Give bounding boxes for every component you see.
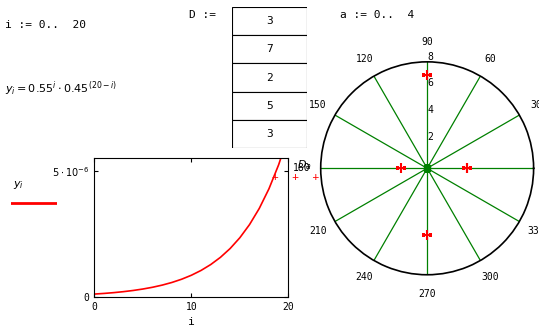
Bar <box>232 63 307 92</box>
Text: 2: 2 <box>266 73 273 82</box>
Bar <box>232 120 307 148</box>
Text: 7: 7 <box>266 44 273 54</box>
Text: i := 0..  20: i := 0.. 20 <box>5 20 86 30</box>
Text: 5: 5 <box>266 101 273 111</box>
X-axis label: i: i <box>188 317 195 327</box>
Bar <box>232 7 307 35</box>
Text: a := 0..  4: a := 0.. 4 <box>340 10 414 20</box>
Text: $y_i = 0.55^i \cdot 0.45^{(20-i)}$: $y_i = 0.55^i \cdot 0.45^{(20-i)}$ <box>5 79 118 98</box>
Text: D :=: D := <box>189 10 216 20</box>
Text: 3: 3 <box>266 129 273 139</box>
Bar <box>232 35 307 63</box>
Text: $y_i$: $y_i$ <box>13 179 24 191</box>
Text: +  +  +: + + + <box>272 172 319 182</box>
Bar <box>232 92 307 120</box>
Text: $D_a$: $D_a$ <box>297 158 312 172</box>
Text: 3: 3 <box>266 16 273 26</box>
